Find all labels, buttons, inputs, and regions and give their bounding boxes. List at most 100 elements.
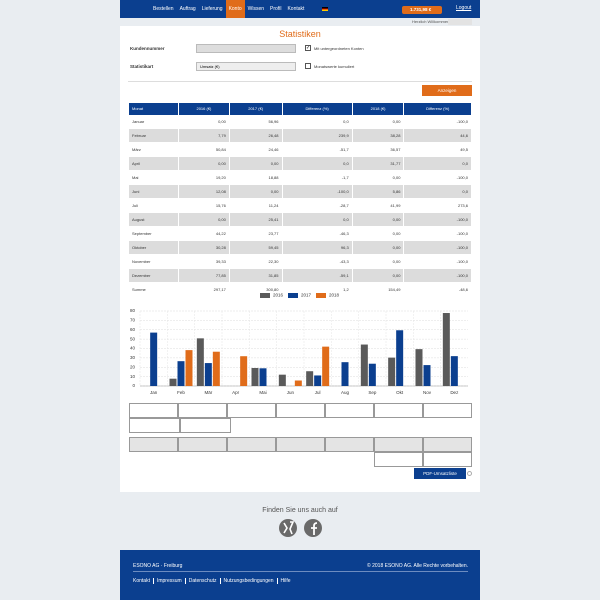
bar bbox=[259, 368, 267, 386]
legend-label: 2017 bbox=[301, 293, 312, 298]
table-cell: 300,80 bbox=[230, 283, 283, 296]
nav-menu: Bestellen Auftrag Lieferung Konto Wissen Prof… bbox=[150, 0, 307, 18]
table-cell: März bbox=[129, 143, 179, 156]
cart[interactable]: 1.731,98 € bbox=[402, 6, 442, 14]
select-customer[interactable] bbox=[196, 44, 296, 53]
nav-item[interactable]: Bestellen bbox=[153, 6, 174, 12]
table-cell: 77,85 bbox=[179, 269, 230, 282]
nav-bar bbox=[120, 0, 480, 18]
table-cell: 24,46 bbox=[230, 143, 283, 156]
table-cell: 41,99 bbox=[353, 199, 405, 212]
x-tick-label: Jan bbox=[150, 390, 158, 395]
social-icons bbox=[279, 519, 322, 537]
pdf-button[interactable]: PDF-Umsatzliste bbox=[414, 468, 466, 479]
nav-item[interactable]: Konto bbox=[225, 0, 245, 18]
box bbox=[227, 437, 276, 452]
nav-item[interactable]: Auftrag bbox=[179, 6, 196, 12]
y-tick-label: 60 bbox=[130, 327, 136, 332]
y-tick-label: 80 bbox=[130, 308, 136, 313]
nav-item[interactable]: Lieferung bbox=[201, 6, 223, 12]
logout[interactable]: Logout bbox=[456, 5, 472, 11]
footer-link[interactable]: Datenschutz bbox=[184, 578, 220, 584]
header-cell: Differenz (%) bbox=[404, 103, 472, 115]
footer-link[interactable]: Impressum bbox=[152, 578, 185, 584]
table-cell: 0,00 bbox=[353, 241, 405, 254]
x-tick-label: Mai bbox=[259, 390, 266, 395]
table-cell: -48,6 bbox=[404, 283, 472, 296]
checkbox[interactable] bbox=[305, 63, 311, 69]
social-text: Finden Sie uns auch auf bbox=[262, 507, 338, 514]
name-blur bbox=[448, 19, 472, 25]
table-cell: 49,5 bbox=[404, 143, 472, 156]
x-tick-label: Dez bbox=[450, 390, 459, 395]
help-icon[interactable] bbox=[467, 471, 472, 476]
table-cell: 0,00 bbox=[230, 185, 283, 198]
table-cell: 0,00 bbox=[353, 115, 405, 128]
table-cell: 273,6 bbox=[404, 199, 472, 212]
table-cell: 0,00 bbox=[353, 171, 405, 184]
chart: 0 10 20 30 40 50 60 70 80 Jan Feb Mär Apr Mai Jun Jul Au… bbox=[130, 293, 468, 395]
legend-label: 2018 bbox=[329, 293, 340, 298]
submit-button[interactable]: Anzeigen bbox=[422, 85, 472, 96]
table-cell: -100,0 bbox=[404, 171, 472, 184]
table-cell: 44,22 bbox=[179, 227, 230, 240]
table-cell: 59,45 bbox=[230, 241, 283, 254]
x-tick-label: Mär bbox=[204, 390, 212, 395]
nav-item[interactable]: Wissen bbox=[247, 6, 265, 12]
box-row bbox=[129, 418, 472, 433]
footer-link[interactable]: Nutzungsbedingungen bbox=[219, 578, 277, 584]
table-cell: -100,0 bbox=[404, 115, 472, 128]
box bbox=[374, 452, 423, 467]
table-cell: 0,00 bbox=[353, 213, 405, 226]
box bbox=[227, 403, 276, 418]
table-cell: 50,84 bbox=[179, 143, 230, 156]
x-tick-label: Sep bbox=[368, 390, 377, 395]
table-row: November 39,33 22,30 -43,3 0,00 -100,0 bbox=[129, 255, 472, 269]
table-header: Monat 2016 (€) 2017 (€) Differenz (%) 2018 (… bbox=[129, 103, 472, 115]
table-cell: 31,77 bbox=[353, 157, 405, 170]
bar bbox=[360, 344, 368, 386]
bar bbox=[185, 350, 193, 386]
y-tick-label: 10 bbox=[130, 374, 136, 379]
nav-item[interactable]: Profil bbox=[270, 6, 282, 12]
bar bbox=[396, 330, 404, 386]
x-tick-label: Nov bbox=[423, 390, 432, 395]
x-tick-label: Okt bbox=[396, 390, 404, 395]
legend-swatch bbox=[288, 293, 298, 298]
table-cell: -43,3 bbox=[283, 255, 353, 268]
header-cell: Differenz (%) bbox=[282, 103, 353, 115]
y-tick-label: 50 bbox=[130, 336, 136, 341]
table-cell: -28,7 bbox=[283, 199, 353, 212]
header-cell: 2018 (€) bbox=[352, 103, 405, 115]
flag bbox=[322, 7, 328, 11]
select-type[interactable]: Umsatz (€) bbox=[196, 62, 296, 71]
table-row: März 50,84 24,46 -51,7 36,57 49,5 bbox=[129, 143, 472, 157]
checkbox-label: Monatswerte kumuliert bbox=[314, 64, 355, 69]
box-row bbox=[129, 403, 472, 418]
table-cell: 297,17 bbox=[179, 283, 230, 296]
xing-icon[interactable] bbox=[279, 519, 297, 537]
table-row: Mai 19,20 18,88 -1,7 0,00 -100,0 bbox=[129, 171, 472, 185]
checkbox-label: Mit untergeordneten Konten bbox=[314, 46, 364, 51]
table-cell: September bbox=[129, 227, 179, 240]
table-cell: -100,0 bbox=[404, 255, 472, 268]
bar bbox=[322, 346, 330, 386]
footer-link[interactable]: Hilfe bbox=[276, 578, 294, 584]
bar bbox=[204, 363, 212, 386]
nav-item[interactable]: Kontakt bbox=[287, 6, 305, 12]
table-cell: 96,3 bbox=[283, 241, 353, 254]
legend-swatch bbox=[260, 293, 270, 298]
box-row bbox=[374, 452, 472, 467]
table-cell: -51,7 bbox=[283, 143, 353, 156]
checkbox[interactable]: ✓ bbox=[305, 45, 311, 51]
table-cell: Dezember bbox=[129, 269, 179, 282]
table-cell: 154,49 bbox=[353, 283, 405, 296]
divider bbox=[128, 81, 472, 82]
legend-label: 2016 bbox=[273, 293, 284, 298]
table-cell: -100,0 bbox=[404, 227, 472, 240]
footer-link[interactable]: Kontakt bbox=[133, 578, 150, 584]
bar bbox=[150, 332, 158, 386]
welcome: Herzlich Willkommen bbox=[412, 19, 450, 24]
table-cell: 239,9 bbox=[283, 129, 353, 142]
box bbox=[178, 437, 227, 452]
